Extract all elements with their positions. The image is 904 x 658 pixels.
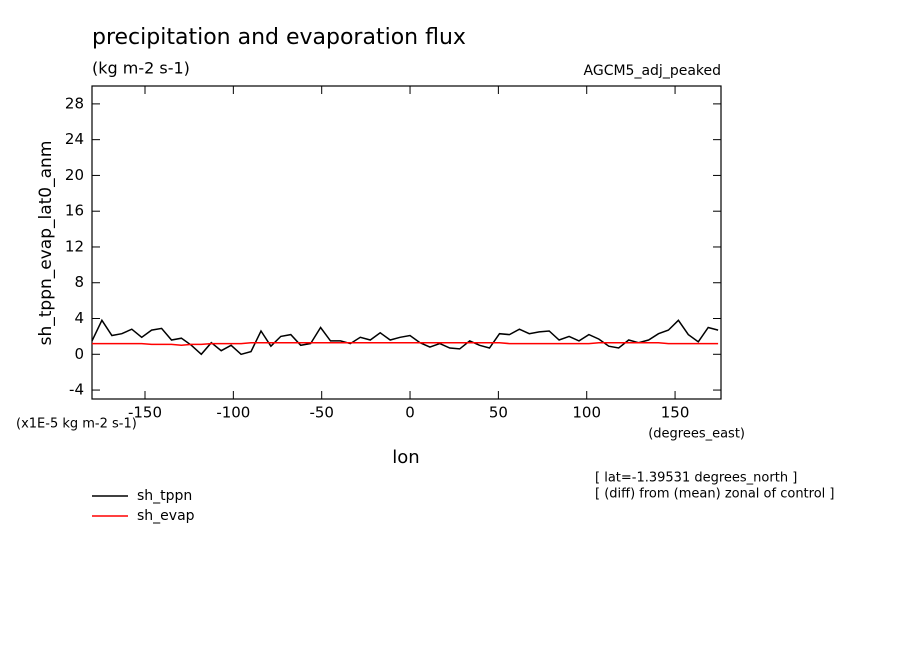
chart-subtitle: (kg m-2 s-1): [92, 59, 190, 78]
x-tick-label: 0: [405, 404, 415, 422]
dataset-label: AGCM5_adj_peaked: [584, 63, 721, 79]
annotation: [ (diff) from (mean) zonal of control ]: [595, 487, 834, 502]
plot-frame: [91, 85, 722, 400]
y-tick-label: -4: [69, 381, 84, 399]
y-tick-label: 20: [65, 166, 84, 184]
x-tick-label: -150: [128, 404, 162, 422]
y-tick-label: 28: [65, 94, 84, 112]
x-units: (degrees_east): [648, 427, 745, 442]
y-tick-label: 0: [74, 345, 84, 363]
x-tick-label: 50: [489, 404, 508, 422]
series-line: [92, 341, 719, 347]
y-axis-label: sh_tppn_evap_lat0_anm: [36, 141, 56, 346]
y-units: (x1E-5 kg m-2 s-1): [16, 417, 137, 432]
y-tick-label: 12: [65, 237, 84, 255]
series-line: [91, 318, 719, 356]
x-tick-label: -100: [216, 404, 250, 422]
legend-label: sh_evap: [137, 508, 195, 524]
y-tick-label: 24: [65, 130, 84, 148]
y-tick-label: 16: [65, 202, 84, 220]
x-tick-label: 150: [661, 404, 690, 422]
y-tick-label: 8: [74, 273, 84, 291]
legend-label: sh_tppn: [137, 488, 192, 504]
x-axis-label: lon: [392, 447, 419, 468]
x-tick-label: -50: [309, 404, 334, 422]
x-tick-label: 100: [572, 404, 601, 422]
annotation: [ lat=-1.39531 degrees_north ]: [595, 471, 797, 486]
y-tick-label: 4: [74, 309, 84, 327]
chart-title: precipitation and evaporation flux: [92, 25, 466, 50]
